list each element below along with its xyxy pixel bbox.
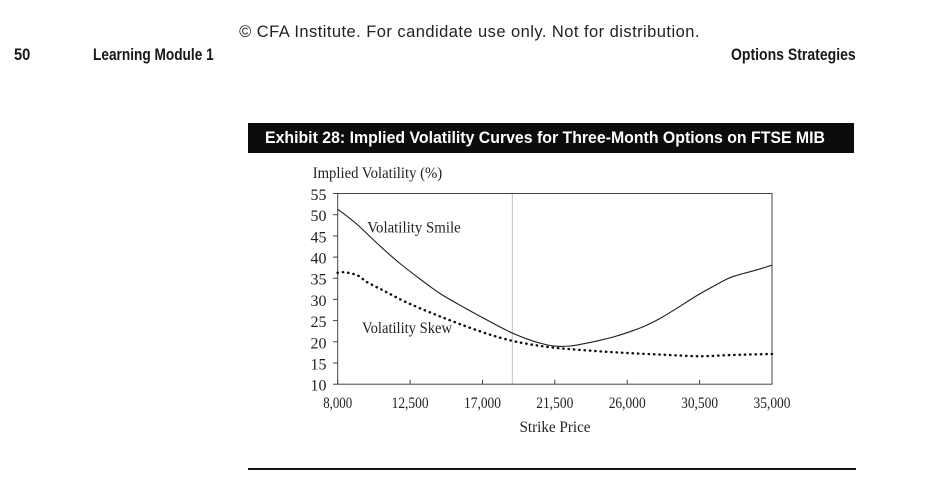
- svg-text:17,000: 17,000: [464, 395, 501, 412]
- svg-text:30,500: 30,500: [681, 395, 718, 412]
- svg-text:Volatility Smile: Volatility Smile: [367, 219, 461, 236]
- svg-text:15: 15: [311, 357, 327, 374]
- svg-text:26,000: 26,000: [609, 395, 646, 412]
- svg-text:30: 30: [311, 293, 327, 310]
- svg-text:10: 10: [311, 378, 327, 395]
- svg-text:45: 45: [311, 229, 327, 246]
- svg-text:21,500: 21,500: [536, 395, 573, 412]
- svg-text:35: 35: [311, 272, 327, 289]
- svg-text:Strike Price: Strike Price: [520, 419, 591, 436]
- svg-text:20: 20: [311, 335, 327, 352]
- svg-text:Volatility Skew: Volatility Skew: [362, 320, 452, 337]
- svg-text:12,500: 12,500: [392, 395, 429, 412]
- svg-text:35,000: 35,000: [754, 395, 791, 412]
- svg-text:Implied Volatility (%): Implied Volatility (%): [313, 165, 443, 182]
- svg-text:55: 55: [311, 187, 327, 204]
- svg-text:40: 40: [311, 251, 327, 268]
- svg-text:25: 25: [311, 314, 327, 331]
- svg-text:8,000: 8,000: [323, 395, 352, 412]
- svg-text:50: 50: [311, 208, 327, 225]
